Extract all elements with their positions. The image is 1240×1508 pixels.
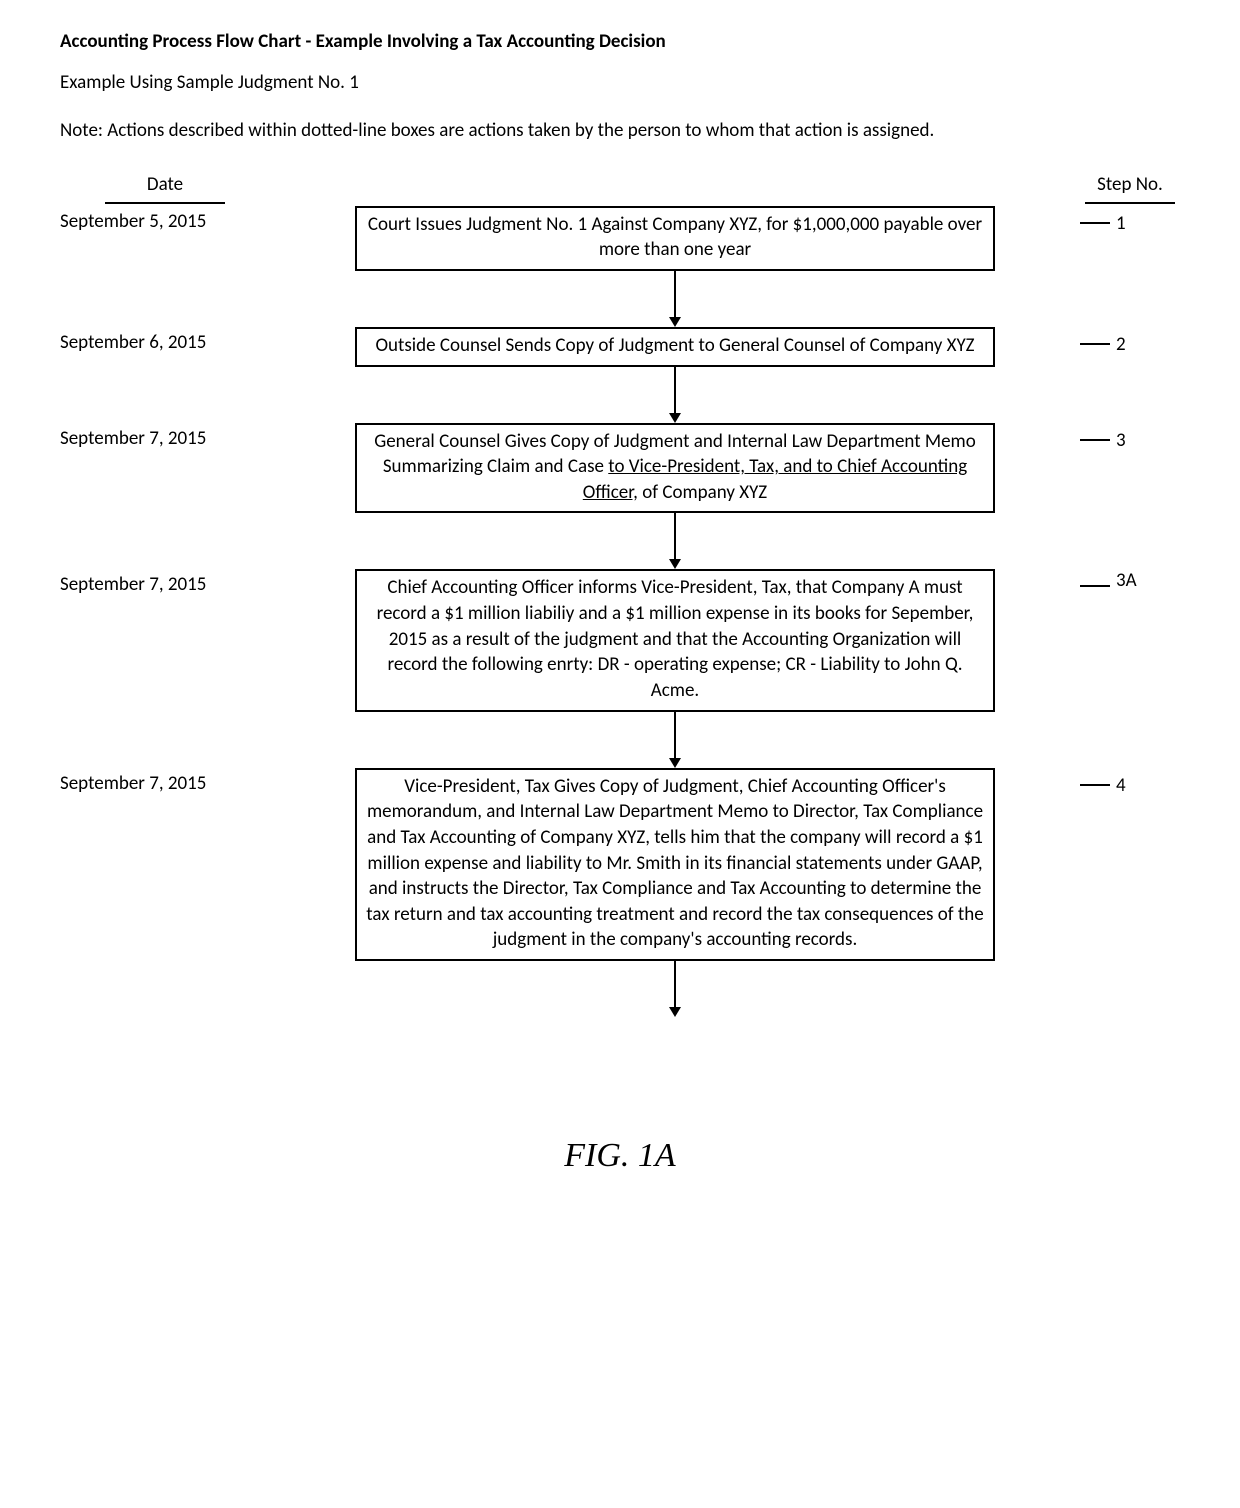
flow-box: Court Issues Judgment No. 1 Against Comp…: [355, 206, 995, 271]
flow-box: Outside Counsel Sends Copy of Judgment t…: [355, 327, 995, 367]
step-number: 4: [1116, 774, 1126, 797]
col-header-mid: [280, 173, 1070, 179]
flow-box: Chief Accounting Officer informs Vice-Pr…: [355, 569, 995, 711]
flow-arrow: [280, 513, 1070, 569]
flow-arrow: [280, 271, 1070, 327]
page-note: Note: Actions described within dotted-li…: [60, 118, 1180, 145]
step-cell: 1: [1080, 206, 1180, 235]
date-cell: September 7, 2015: [60, 423, 270, 450]
step-connector-line: [1080, 439, 1110, 441]
step-number: 3: [1116, 429, 1126, 452]
step-connector-line: [1080, 585, 1110, 587]
flow-arrow: [280, 367, 1070, 423]
step-connector-line: [1080, 222, 1110, 224]
step-number: 2: [1116, 333, 1126, 356]
flow-arrow: [280, 712, 1070, 768]
flow-arrow: [280, 961, 1070, 1017]
date-cell: September 5, 2015: [60, 206, 270, 233]
date-cell: September 6, 2015: [60, 327, 270, 354]
figure-label: FIG. 1A: [60, 1137, 1180, 1175]
flow-box: Vice-President, Tax Gives Copy of Judgme…: [355, 768, 995, 961]
col-header-step: Step No.: [1085, 173, 1175, 204]
step-cell: 3A: [1080, 569, 1180, 592]
date-cell: September 7, 2015: [60, 768, 270, 795]
step-connector-line: [1080, 343, 1110, 345]
page-title: Accounting Process Flow Chart - Example …: [60, 30, 1180, 53]
step-connector-line: [1080, 784, 1110, 786]
step-number: 1: [1116, 212, 1126, 235]
step-cell: 3: [1080, 423, 1180, 452]
step-cell: 4: [1080, 768, 1180, 797]
date-cell: September 7, 2015: [60, 569, 270, 596]
flowchart-grid: Date Step No. September 5, 2015 Court Iss…: [60, 173, 1180, 1018]
step-cell: 2: [1080, 327, 1180, 356]
step-number: 3A: [1116, 569, 1137, 592]
col-header-date: Date: [105, 173, 225, 204]
flow-box: General Counsel Gives Copy of Judgment a…: [355, 423, 995, 514]
page-subtitle: Example Using Sample Judgment No. 1: [60, 71, 1180, 94]
